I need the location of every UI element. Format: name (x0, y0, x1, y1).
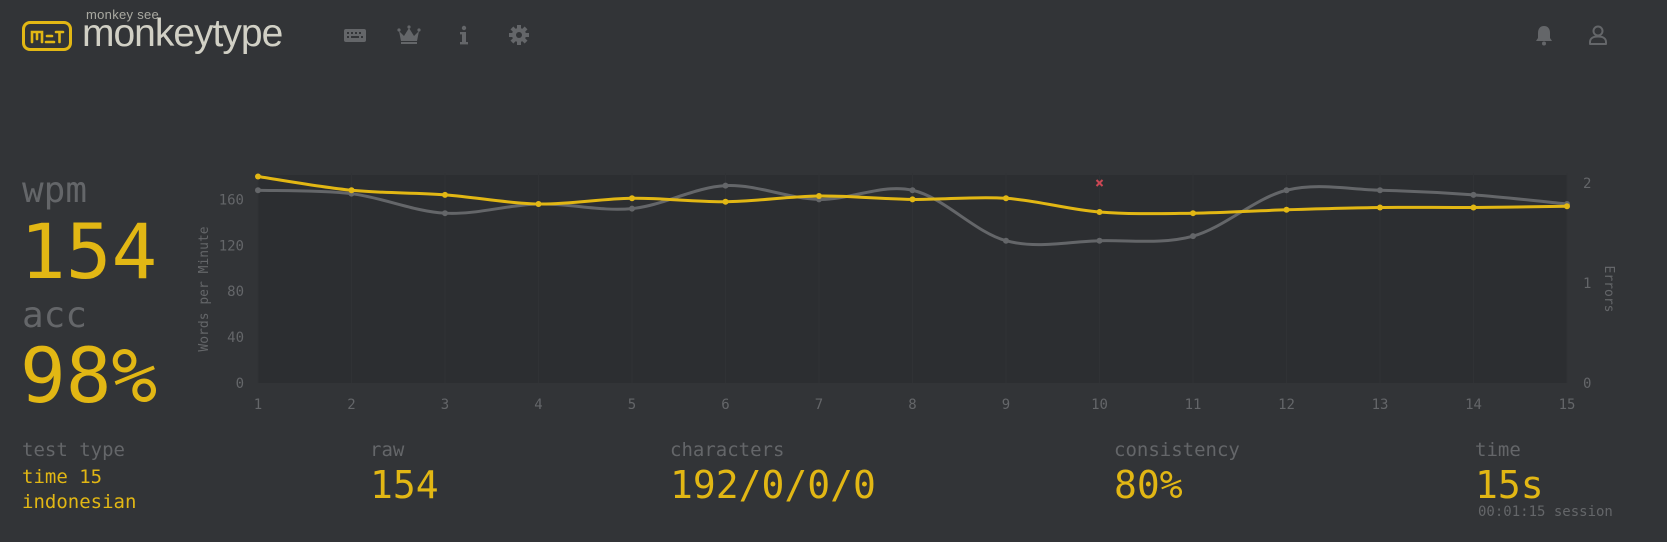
y-axis-title: Words per Minute (197, 226, 212, 351)
raw-point (442, 210, 448, 217)
accuracy-value[interactable]: 98% (20, 331, 158, 420)
wpm-point (909, 196, 916, 203)
wpm-point (1096, 209, 1103, 216)
y-tick-label: 120 (219, 238, 244, 254)
y2-tick-label: 1 (1583, 276, 1591, 292)
wpm-point (1283, 206, 1290, 213)
x-tick-label: 4 (534, 397, 542, 413)
test-type-language: indonesian (22, 491, 137, 513)
logo-text[interactable]: monkeytype (82, 12, 283, 55)
x-tick-label: 3 (441, 397, 449, 413)
x-tick-label: 7 (815, 397, 823, 413)
raw-point (1470, 191, 1477, 198)
x-tick-label: 8 (908, 397, 916, 413)
y2-tick-label: 2 (1583, 176, 1591, 192)
user-icon[interactable] (1585, 22, 1611, 48)
time-value[interactable]: 15s (1475, 463, 1544, 507)
raw-label: raw (370, 439, 405, 461)
wpm-point (1377, 204, 1383, 211)
y-tick-label: 40 (227, 330, 244, 346)
wpm-point (535, 201, 542, 208)
wpm-point (255, 173, 261, 180)
raw-point (1283, 187, 1290, 194)
y-tick-label: 80 (227, 284, 244, 300)
raw-point (255, 187, 261, 194)
logo-subtitle: monkey see (86, 7, 160, 22)
consistency-value[interactable]: 80% (1114, 463, 1183, 507)
x-tick-label: 13 (1372, 397, 1389, 413)
top-navigation: monkey see monkeytype (0, 0, 1667, 72)
x-tick-label: 1 (254, 397, 262, 413)
raw-point (1190, 233, 1196, 240)
wpm-point (1003, 195, 1009, 202)
y-tick-label: 160 (219, 192, 244, 208)
raw-point (722, 182, 729, 189)
wpm-value[interactable]: 154 (20, 207, 158, 296)
test-type-label: test type (22, 439, 125, 461)
gear-icon[interactable] (506, 22, 532, 48)
wpm-point (629, 195, 635, 202)
bell-icon[interactable] (1531, 22, 1557, 48)
wpm-point (1470, 204, 1477, 211)
characters-value[interactable]: 192/0/0/0 (670, 463, 876, 507)
info-icon[interactable] (451, 22, 477, 48)
y-tick-label: 0 (236, 376, 244, 392)
wpm-point (1564, 203, 1570, 210)
x-tick-label: 2 (347, 397, 355, 413)
x-tick-label: 6 (721, 397, 729, 413)
x-tick-label: 5 (628, 397, 636, 413)
wpm-point (442, 191, 448, 198)
y2-tick-label: 0 (1583, 376, 1591, 392)
raw-point (909, 187, 916, 194)
wpm-point (816, 192, 822, 199)
wpm-point (1190, 210, 1196, 217)
raw-point (1003, 237, 1009, 244)
y2-axis-title: Errors (1601, 266, 1616, 313)
x-tick-label: 12 (1278, 397, 1295, 413)
crown-icon[interactable] (396, 22, 422, 48)
x-tick-label: 10 (1091, 397, 1108, 413)
raw-point (629, 205, 635, 212)
accuracy-label: acc (22, 295, 88, 336)
time-label: time (1475, 439, 1521, 461)
test-type-mode: time 15 (22, 466, 103, 488)
monkeytype-logo-icon[interactable] (22, 21, 72, 51)
raw-point (1377, 187, 1383, 194)
wpm-point (348, 187, 355, 194)
x-tick-label: 11 (1185, 397, 1202, 413)
wpm-label: wpm (22, 170, 88, 211)
raw-point (1096, 237, 1103, 244)
characters-label: characters (670, 439, 785, 461)
x-tick-label: 9 (1002, 397, 1010, 413)
error-marker (1095, 179, 1104, 187)
consistency-label: consistency (1114, 439, 1240, 461)
session-time: 00:01:15 session (1478, 504, 1613, 520)
wpm-point (722, 198, 729, 205)
x-tick-label: 15 (1559, 397, 1576, 413)
keyboard-icon[interactable] (342, 22, 368, 48)
x-tick-label: 14 (1465, 397, 1482, 413)
raw-value[interactable]: 154 (370, 463, 439, 507)
